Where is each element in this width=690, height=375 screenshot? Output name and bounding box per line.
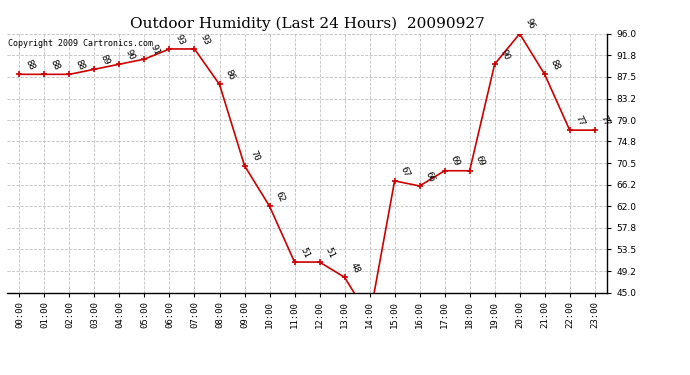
- Text: 69: 69: [448, 154, 462, 168]
- Text: 77: 77: [574, 114, 586, 128]
- Title: Outdoor Humidity (Last 24 Hours)  20090927: Outdoor Humidity (Last 24 Hours) 2009092…: [130, 17, 484, 31]
- Text: 86: 86: [224, 68, 237, 82]
- Text: 77: 77: [599, 114, 611, 128]
- Text: 67: 67: [399, 165, 411, 178]
- Text: 93: 93: [199, 33, 211, 46]
- Text: 89: 89: [99, 53, 111, 66]
- Text: 93: 93: [174, 33, 186, 46]
- Text: 40: 40: [0, 374, 1, 375]
- Text: 51: 51: [324, 246, 337, 259]
- Text: 90: 90: [499, 48, 511, 62]
- Text: 90: 90: [124, 48, 137, 62]
- Text: 88: 88: [23, 58, 37, 72]
- Text: 66: 66: [424, 170, 437, 183]
- Text: 69: 69: [474, 154, 486, 168]
- Text: 88: 88: [549, 58, 562, 72]
- Text: 96: 96: [524, 17, 537, 31]
- Text: 48: 48: [348, 261, 362, 274]
- Text: 51: 51: [299, 246, 311, 259]
- Text: 91: 91: [148, 43, 161, 56]
- Text: 88: 88: [48, 58, 61, 72]
- Text: 88: 88: [74, 58, 86, 72]
- Text: Copyright 2009 Cartronics.com: Copyright 2009 Cartronics.com: [8, 39, 153, 48]
- Text: 62: 62: [274, 190, 286, 204]
- Text: 70: 70: [248, 149, 262, 163]
